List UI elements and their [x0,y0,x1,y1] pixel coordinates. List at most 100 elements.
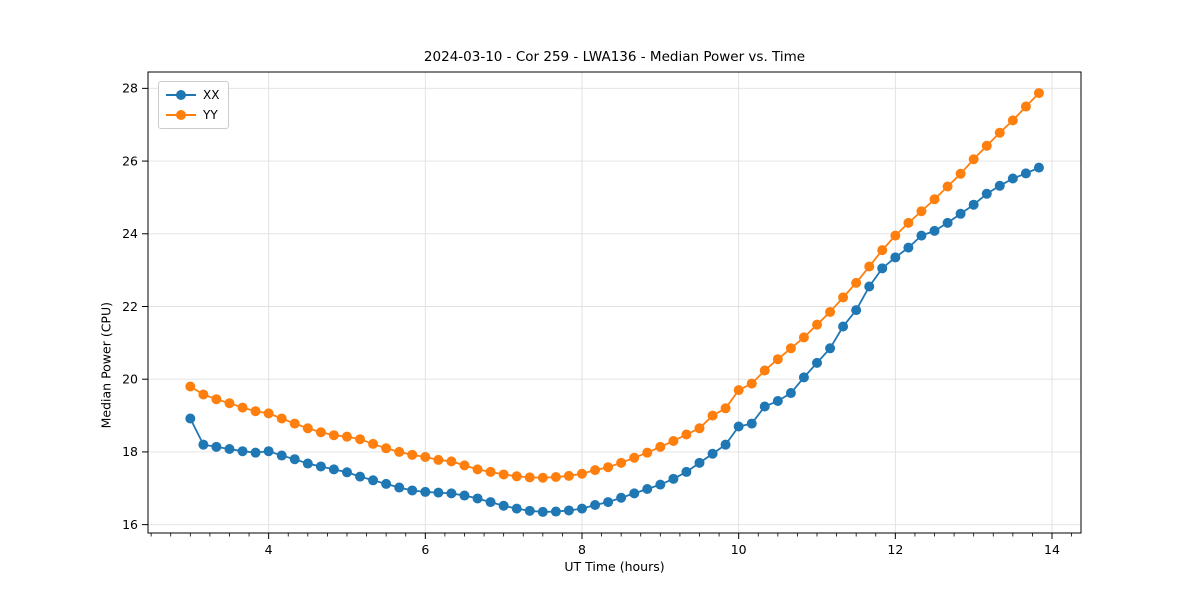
series-xx-point [250,447,261,458]
y-tick-label: 20 [122,372,138,387]
x-tick-label: 8 [578,542,586,557]
series-xx-point [328,464,339,475]
series-xx-point [472,493,483,504]
series-yy-point [1033,88,1044,99]
series-yy-point [355,434,366,445]
x-axis-label: UT Time (hours) [564,559,665,574]
series-yy-point [916,206,927,217]
series-xx-point [642,484,653,495]
series-xx-point [812,357,823,368]
series-yy-point [733,385,744,396]
x-tick-label: 12 [887,542,903,557]
series-yy-point [1007,115,1018,126]
series-xx-point [446,488,457,499]
series-yy-point [563,470,574,481]
series-yy-point [185,381,196,392]
series-yy-line [189,92,1040,479]
series-yy-point [994,127,1005,138]
series-yy-point [485,466,496,477]
x-tick-label: 14 [1044,542,1060,557]
series-yy-point [446,456,457,467]
series-xx-point [759,401,770,412]
series-yy-point [668,436,679,447]
series-yy-point [759,365,770,376]
series-yy-point [250,406,261,417]
series-yy-point [394,446,405,457]
series-xx-point [263,446,274,457]
series-xx-point [864,281,875,292]
series-yy-point [433,454,444,465]
series-yy-point [785,343,796,354]
x-tick-label: 4 [265,542,273,557]
y-axis-label-text: Median Power (CPU) [98,302,113,429]
series-yy-point [537,472,548,483]
series-yy-point [942,181,953,192]
x-tick-label: 6 [421,542,429,557]
series-yy-point [550,472,561,483]
series-yy-point [929,194,940,205]
series-xx-point [302,458,313,469]
series-xx-point [981,188,992,199]
series-yy-point [498,469,509,480]
series-yy-point [576,468,587,479]
series-xx-point [550,506,561,517]
series-yy-point [629,452,640,463]
series-xx-point [407,485,418,496]
series-yy-point [707,410,718,421]
series-xx-point [838,321,849,332]
series-xx-point [707,448,718,459]
series-yy-point [511,471,522,482]
legend-marker-yy-icon [166,110,196,120]
series-yy-point [851,277,862,288]
series-xx-point [903,242,914,253]
series-yy-point [890,230,901,241]
series-yy-point [459,460,470,471]
series-xx-point [720,439,731,450]
series-xx-point [616,492,627,503]
series-xx-point [785,388,796,399]
series-xx-point [224,444,235,455]
series-yy-point [655,441,666,452]
series-yy-point [603,462,614,473]
series-xx-point [655,479,666,490]
series-xx-point [890,252,901,263]
y-tick-label: 26 [122,153,138,168]
series-xx-point [590,500,601,511]
series-xx-point [994,180,1005,191]
series-xx-point [681,466,692,477]
series-xx-point [524,505,535,516]
chart-title: 2024-03-10 - Cor 259 - LWA136 - Median P… [423,49,806,65]
series-yy-point [955,168,966,179]
series-xx-point [237,446,248,457]
series-yy-point [407,449,418,460]
series-xx-point [955,208,966,219]
series-yy-point [746,378,757,389]
series-yy-point [276,413,287,424]
series-xx-point [603,497,614,508]
series-xx-point [629,488,640,499]
plot-border [147,71,1082,534]
series-yy-point [877,245,888,256]
x-tick-label: 10 [731,542,747,557]
series-yy-point [812,319,823,330]
series-xx-point [368,475,379,486]
series-yy-point [642,447,653,458]
legend-item-xx: XX [166,87,219,103]
series-yy-point [864,261,875,272]
y-tick-label: 22 [122,299,138,314]
series-xx-point [211,441,222,452]
series-yy-point [472,464,483,475]
series-yy-point [224,398,235,409]
series-yy-point [420,452,431,463]
series-yy-point [289,418,300,429]
y-tick-label: 16 [122,517,138,532]
series-yy-point [968,154,979,165]
series-xx-point [381,478,392,489]
legend-label-xx: XX [203,88,220,102]
series-xx-point [877,263,888,274]
legend-item-yy: YY [166,107,219,123]
series-xx-point [668,473,679,484]
series-yy-point [315,427,326,438]
